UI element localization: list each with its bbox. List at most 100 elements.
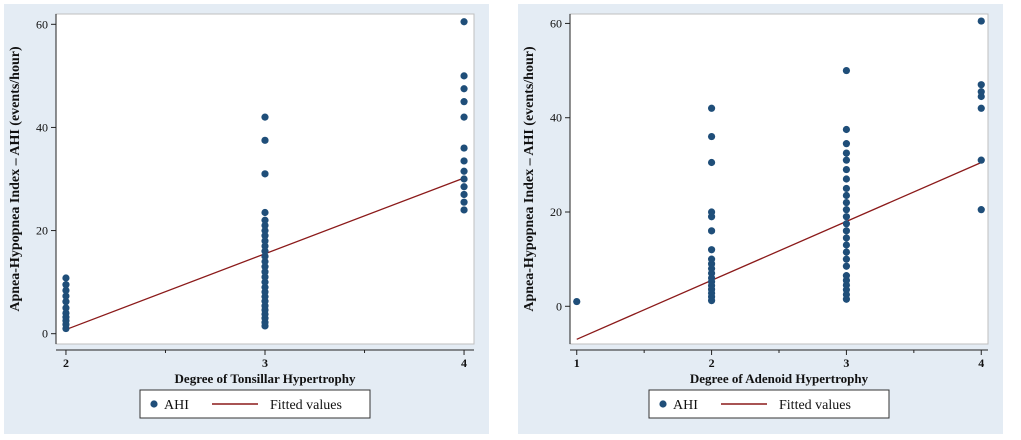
ahi-data-point [707, 104, 716, 112]
ahi-data-point [261, 273, 269, 281]
ahi-data-point [842, 125, 851, 134]
ahi-data-point [842, 213, 851, 221]
ahi-data-point [261, 170, 269, 178]
ahi-data-point [261, 226, 269, 235]
ahi-data-point [842, 262, 851, 270]
ahi-data-point [977, 206, 985, 214]
chart-panel-tonsillar: 0 20 40 60 2 3 4 Degree of Tonsillar Hypertroph… [4, 4, 489, 434]
legend-fitted-label: Fitted values [270, 398, 342, 413]
ahi-data-point [842, 175, 851, 183]
ahi-data-point [460, 198, 468, 206]
ahi-data-point [977, 104, 985, 112]
ahi-data-point [707, 227, 716, 235]
ahi-data-point [62, 304, 70, 312]
ahi-data-point [460, 190, 468, 199]
legend-ahi-marker [659, 400, 667, 408]
ahi-data-point [707, 246, 716, 254]
ahi-data-point [261, 237, 269, 245]
ahi-data-point [460, 157, 468, 165]
ahi-data-point [842, 272, 851, 280]
y-axis-title: Apnea-Hypopnea Index – AHI (events/hour) [522, 46, 537, 312]
ahi-data-point [261, 136, 269, 144]
ahi-data-point [842, 165, 851, 174]
y-tick-label: 0 [556, 299, 562, 313]
ahi-data-point [460, 113, 468, 121]
ahi-data-point [842, 156, 851, 164]
ahi-data-point [62, 281, 70, 289]
ahi-data-point [842, 248, 851, 256]
y-tick-label: 40 [36, 120, 48, 134]
ahi-data-point [62, 274, 70, 282]
ahi-data-point [62, 292, 70, 300]
ahi-data-point [261, 268, 269, 276]
ahi-data-point [977, 17, 985, 25]
y-axis-title: Apnea-Hypopnea Index – AHI (events/hour) [8, 46, 23, 312]
x-tick-label: 4 [978, 356, 984, 370]
ahi-data-point [460, 85, 468, 93]
ahi-data-point [707, 158, 716, 167]
y-tick-label: 60 [36, 17, 48, 31]
y-tick-label: 40 [550, 111, 562, 125]
ahi-data-point [261, 242, 269, 250]
ahi-data-point [842, 66, 851, 75]
ahi-data-point [842, 234, 851, 242]
ahi-data-point [707, 208, 716, 216]
ahi-data-point [573, 297, 581, 306]
ahi-data-point [842, 255, 851, 263]
y-tick-label: 60 [550, 16, 562, 30]
ahi-data-point [261, 232, 269, 240]
ahi-data-point [261, 278, 269, 286]
ahi-data-point [261, 252, 269, 260]
ahi-data-point [261, 283, 269, 291]
ahi-data-point [707, 132, 716, 141]
ahi-data-point [261, 216, 269, 224]
x-tick-label: 3 [843, 356, 849, 370]
ahi-data-point [460, 98, 468, 106]
legend-box [648, 389, 890, 419]
ahi-data-point [261, 221, 269, 230]
chart-tonsillar: 0 20 40 60 2 3 4 Degree of Tonsillar Hypertroph… [4, 4, 489, 434]
ahi-data-point [460, 175, 468, 183]
chart-adenoid: 0 20 40 60 1 2 3 4 Degree of Adenoid Hypertrophy… [518, 4, 1003, 434]
ahi-data-point [842, 220, 851, 228]
ahi-data-point [842, 241, 851, 249]
ahi-data-point [707, 255, 716, 263]
ahi-data-point [460, 206, 468, 214]
ahi-data-point [62, 309, 70, 317]
legend: AHI Fitted values [648, 389, 890, 419]
y-tick-label: 20 [36, 224, 48, 238]
x-axis-title: Degree of Adenoid Hypertrophy [690, 371, 869, 386]
x-tick-label: 2 [709, 356, 715, 370]
x-tick-label: 4 [461, 356, 467, 370]
legend-fitted-label: Fitted values [779, 398, 851, 413]
ahi-data-point [842, 206, 851, 214]
ahi-data-point [261, 263, 269, 271]
legend-ahi-marker [150, 400, 158, 408]
x-tick-label: 3 [262, 356, 268, 370]
ahi-data-point [842, 191, 851, 200]
ahi-data-point [62, 286, 70, 294]
ahi-data-point [842, 184, 851, 193]
x-axis-title: Degree of Tonsillar Hypertrophy [175, 371, 356, 386]
legend-ahi-label: AHI [673, 398, 698, 413]
y-tick-label: 20 [550, 205, 562, 219]
fitted-values-line [576, 161, 982, 340]
plot-area [569, 13, 989, 345]
ahi-data-point [977, 156, 985, 164]
ahi-data-point [977, 88, 985, 96]
ahi-data-point [842, 149, 851, 157]
ahi-data-point [261, 208, 269, 217]
ahi-data-point [977, 81, 985, 89]
ahi-data-point [842, 198, 851, 207]
ahi-data-point [261, 257, 269, 266]
ahi-data-point [62, 298, 70, 306]
ahi-data-point [460, 18, 468, 26]
chart-panel-adenoid: 0 20 40 60 1 2 3 4 Degree of Adenoid Hypertrophy… [518, 4, 1003, 434]
legend: AHI Fitted values [139, 389, 371, 419]
legend-ahi-label: AHI [164, 398, 189, 413]
ahi-data-point [460, 144, 468, 152]
ahi-data-point [842, 227, 851, 235]
ahi-data-point [842, 140, 851, 148]
ahi-data-point [261, 113, 269, 121]
ahi-data-point [460, 183, 468, 191]
